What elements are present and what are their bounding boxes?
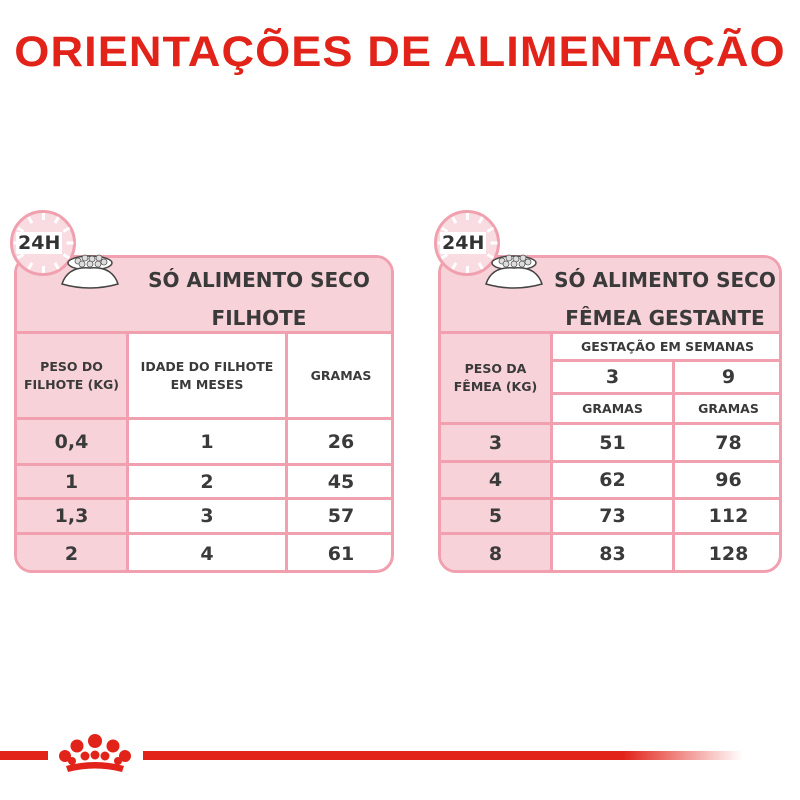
- badge-24h: 24H: [16, 232, 63, 254]
- table-subtitle: SÓ ALIMENTO SECO: [148, 268, 370, 292]
- table-cell: 128: [708, 543, 749, 565]
- puppy-feeding-table: SÓ ALIMENTO SECO FILHOTE PESO DO FILHOTE…: [14, 255, 394, 573]
- royal-canin-crown-logo: [59, 734, 131, 772]
- table-cell: 51: [553, 425, 675, 463]
- column-header-weight: PESO DO FILHOTE (KG): [17, 334, 129, 420]
- table-title: FILHOTE: [211, 306, 307, 330]
- table-cell: 2: [17, 535, 129, 570]
- table-cell: 1,3: [17, 500, 129, 535]
- table-cell: 78: [675, 425, 779, 463]
- table-cell: 3: [129, 500, 288, 535]
- table-title: FÊMEA GESTANTE: [565, 306, 765, 330]
- table-cell: 4: [129, 535, 288, 570]
- column-header-age: IDADE DO FILHOTE EM MESES: [129, 334, 288, 420]
- week-header: 9: [675, 362, 779, 395]
- unit-header: GRAMAS: [553, 395, 675, 425]
- column-header-weight: PESO DA FÊMEA (KG): [441, 334, 553, 425]
- table-cell: 62: [553, 463, 675, 500]
- table-cell: 2: [129, 466, 288, 500]
- food-bowl-icon: [485, 254, 543, 289]
- table-header-banner: SÓ ALIMENTO SECO FÊMEA GESTANTE: [441, 258, 779, 334]
- table-cell: 112: [675, 500, 779, 535]
- column-group-header-weeks: GESTAÇÃO EM SEMANAS: [553, 334, 779, 362]
- unit-header: GRAMAS: [675, 395, 779, 425]
- table-cell: 96: [675, 463, 779, 500]
- table-header-banner: SÓ ALIMENTO SECO FILHOTE: [17, 258, 391, 334]
- table-cell: 45: [288, 466, 391, 500]
- footer-line-left: [0, 751, 48, 760]
- table-cell: 26: [288, 420, 391, 466]
- footer-line-right: [143, 751, 743, 760]
- pregnant-feeding-table: SÓ ALIMENTO SECO FÊMEA GESTANTE PESO DA …: [438, 255, 782, 573]
- table-cell: 73: [553, 500, 675, 535]
- table-cell: 57: [288, 500, 391, 535]
- page-title: ORIENTAÇÕES DE ALIMENTAÇÃO: [14, 28, 786, 76]
- table-cell: 8: [441, 535, 553, 570]
- table-cell: 3: [441, 425, 553, 463]
- column-header-grams: GRAMAS: [288, 334, 391, 420]
- table-cell: 83: [553, 535, 675, 570]
- table-subtitle: SÓ ALIMENTO SECO: [554, 268, 776, 292]
- badge-24h: 24H: [440, 232, 487, 254]
- table-cell: 5: [441, 500, 553, 535]
- week-header: 3: [553, 362, 675, 395]
- table-cell: 61: [327, 543, 355, 565]
- table-cell: 1: [129, 420, 288, 466]
- table-cell: 0,4: [17, 420, 129, 466]
- food-bowl-icon: [61, 254, 119, 289]
- table-cell: 1: [17, 466, 129, 500]
- table-cell: 4: [441, 463, 553, 500]
